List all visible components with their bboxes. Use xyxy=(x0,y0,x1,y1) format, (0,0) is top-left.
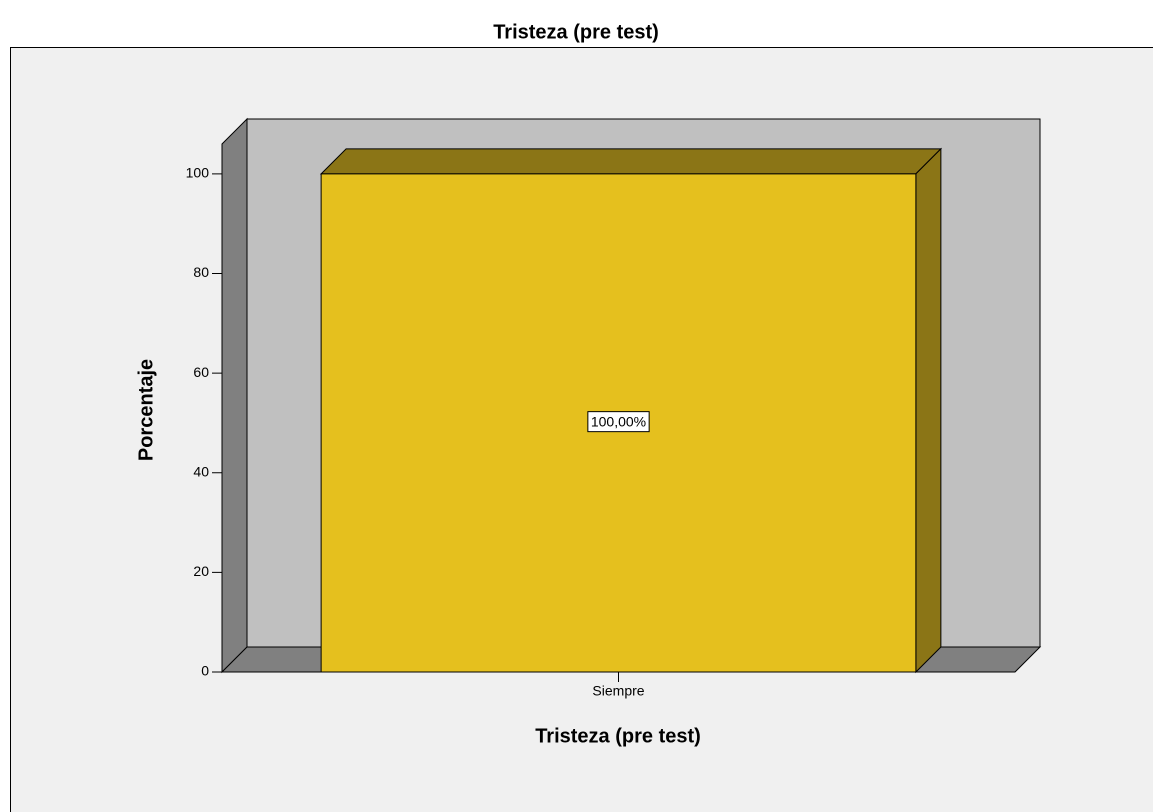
value-label-box xyxy=(587,411,650,433)
y-tick-label: 0 xyxy=(201,663,209,679)
y-tick-label: 100 xyxy=(186,165,210,181)
x-tick-label: Siempre xyxy=(592,683,644,699)
x-axis-label: Tristeza (pre test) xyxy=(535,725,701,747)
y-tick-label: 60 xyxy=(193,364,209,380)
y-tick-label: 20 xyxy=(193,563,209,579)
chart-title: Tristeza (pre test) xyxy=(493,21,659,43)
y-axis-label: Porcentaje xyxy=(135,359,157,461)
side-wall xyxy=(221,117,248,674)
y-tick-label: 40 xyxy=(193,463,209,479)
bar-top xyxy=(319,148,943,175)
value-label: 100,00% xyxy=(591,414,646,430)
bar-side xyxy=(915,147,942,674)
y-tick-label: 80 xyxy=(193,264,209,280)
